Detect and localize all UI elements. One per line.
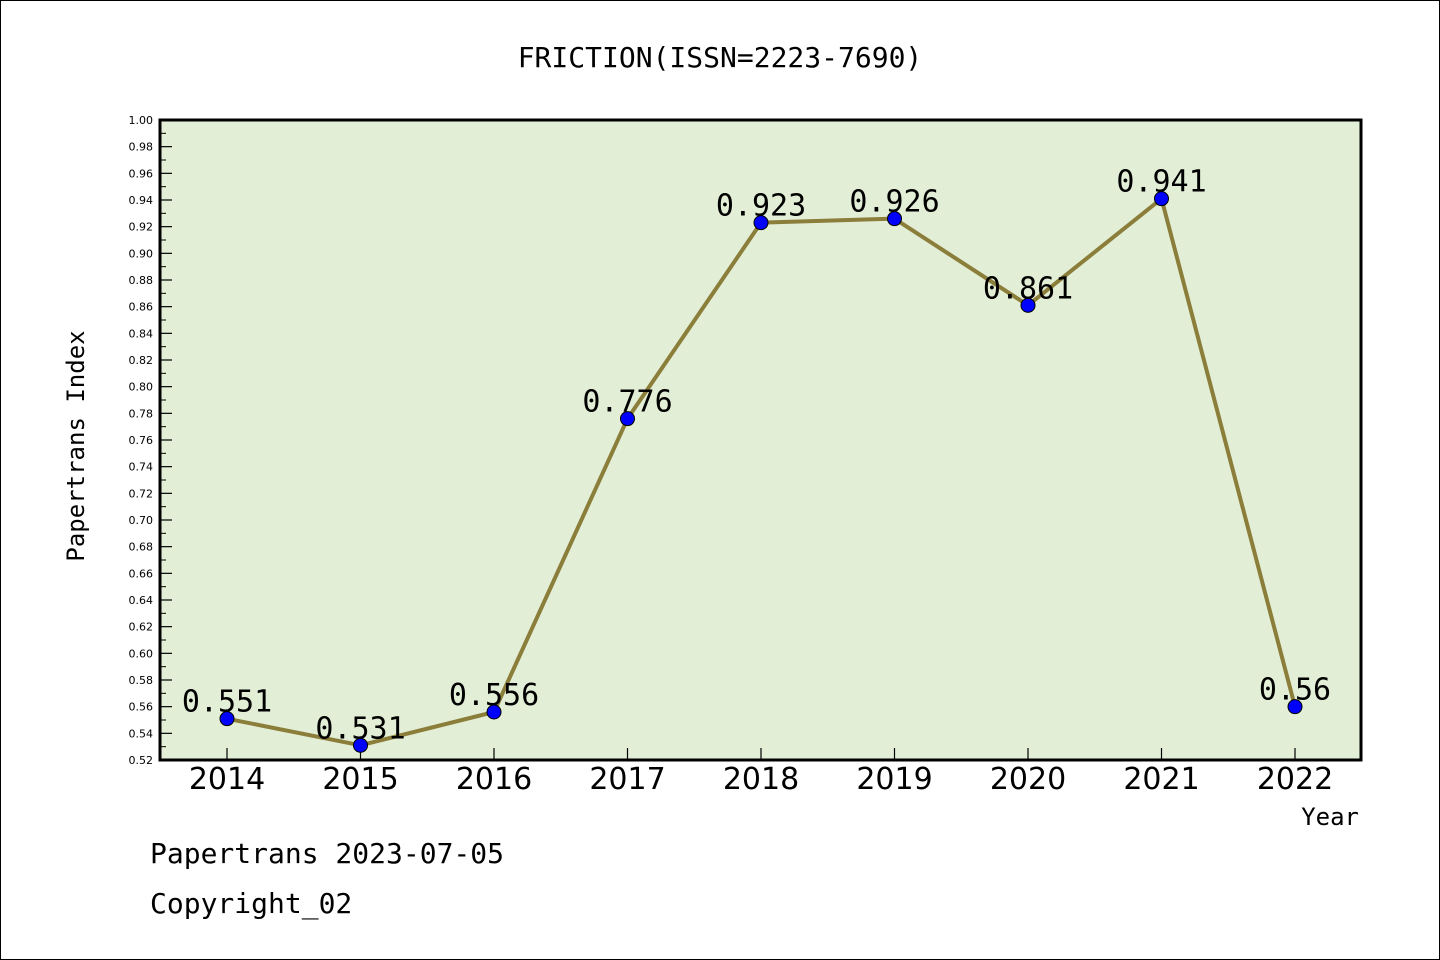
y-tick-label: 0.96 <box>129 167 154 180</box>
y-tick-label: 0.98 <box>129 141 154 154</box>
y-tick-label: 0.92 <box>129 221 154 234</box>
data-label: 0.926 <box>849 185 939 220</box>
x-axis: 2014 2015 2016 2017 2018 2019 2020 2021 2022 <box>189 748 1333 797</box>
y-tick-label: 0.90 <box>129 247 154 260</box>
data-point <box>620 411 635 427</box>
data-point <box>353 737 368 753</box>
data-point <box>1154 191 1169 207</box>
y-tick-label: 1.00 <box>129 114 154 127</box>
y-tick-label: 0.56 <box>129 701 154 714</box>
x-tick-label: 2016 <box>456 762 532 797</box>
y-tick-label: 0.68 <box>129 541 154 554</box>
y-tick-label: 0.58 <box>129 674 154 687</box>
data-label: 0.551 <box>182 685 272 720</box>
data-point <box>219 711 235 727</box>
y-tick-label: 0.64 <box>129 594 154 607</box>
y-tick-label: 0.86 <box>129 301 154 314</box>
data-label: 0.941 <box>1116 165 1206 200</box>
data-label: 0.776 <box>582 385 672 420</box>
data-label: 0.56 <box>1259 673 1331 708</box>
y-tick-label: 0.82 <box>129 354 154 367</box>
x-tick-label: 2015 <box>322 762 398 797</box>
x-tick-label: 2021 <box>1123 762 1199 797</box>
data-point <box>887 211 902 227</box>
y-tick-label: 0.78 <box>129 407 154 420</box>
y-tick-label: 0.76 <box>129 434 154 447</box>
chart-title: FRICTION(ISSN=2223-7690) <box>518 41 923 74</box>
y-tick-label: 0.88 <box>129 274 154 287</box>
y-tick-label: 0.80 <box>129 381 154 394</box>
data-point <box>1020 297 1036 313</box>
y-tick-label: 0.84 <box>129 327 154 340</box>
x-axis-label: Year <box>1301 803 1359 831</box>
series-line-group <box>219 191 1303 753</box>
y-axis-label: Papertrans Index <box>62 330 90 561</box>
data-point <box>753 215 769 231</box>
data-label: 0.531 <box>315 711 405 746</box>
x-tick-label: 2020 <box>990 762 1066 797</box>
y-tick-label: 0.94 <box>129 194 154 207</box>
data-labels: 0.551 0.531 0.556 0.776 0.923 0.926 0.861 0.941… <box>182 165 1331 747</box>
data-label: 0.861 <box>983 271 1073 306</box>
data-label: 0.556 <box>449 678 539 713</box>
footer-copyright: Copyright_02 <box>150 887 352 921</box>
y-tick-label: 0.62 <box>129 621 154 634</box>
y-tick-label: 0.54 <box>129 727 154 740</box>
x-tick-label: 2019 <box>856 762 932 797</box>
data-point <box>486 704 502 720</box>
data-label: 0.923 <box>716 189 806 224</box>
data-point <box>1287 699 1303 715</box>
y-tick-label: 0.74 <box>129 461 154 474</box>
x-tick-label: 2014 <box>189 762 265 797</box>
y-tick-label: 0.66 <box>129 567 154 580</box>
y-tick-label: 0.70 <box>129 514 154 527</box>
y-axis: 0.52 0.54 0.56 0.58 0.60 0.62 0.64 0.66 0.68 0.70… <box>129 114 172 767</box>
footer-date: Papertrans 2023-07-05 <box>150 837 504 870</box>
x-tick-label: 2022 <box>1257 762 1333 797</box>
x-tick-label: 2017 <box>589 762 665 797</box>
y-tick-label: 0.52 <box>129 754 154 767</box>
y-tick-label: 0.72 <box>129 487 154 500</box>
y-tick-label: 0.60 <box>129 647 154 660</box>
x-tick-label: 2018 <box>723 762 799 797</box>
